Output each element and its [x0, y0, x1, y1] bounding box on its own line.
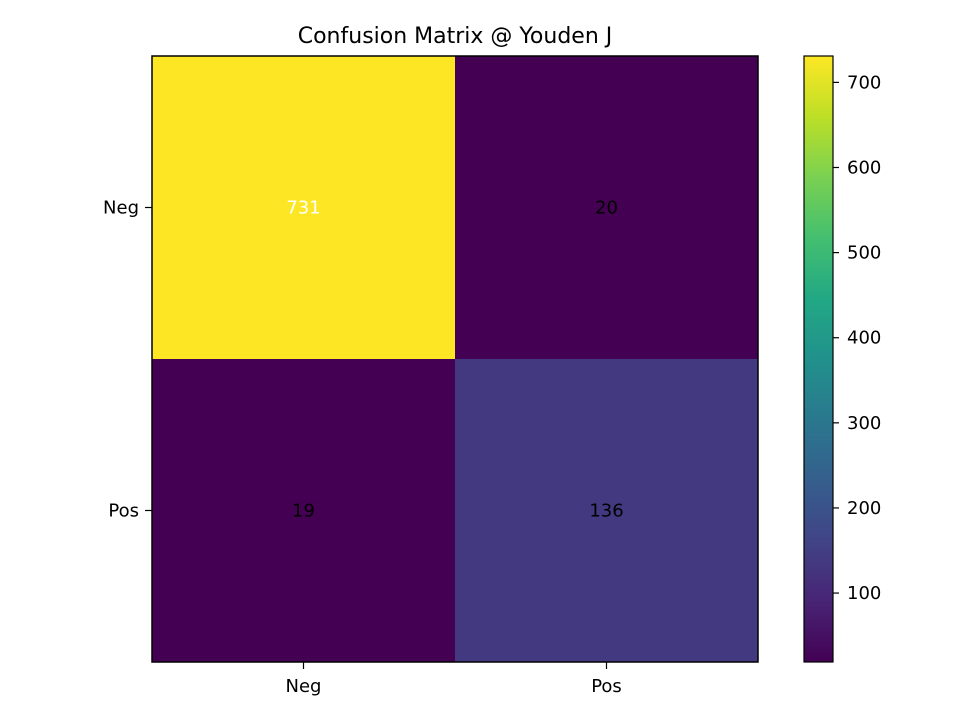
y-tick-label: Neg: [103, 198, 139, 219]
cell-value-label: 19: [292, 501, 315, 522]
colorbar-tick-label: 400: [847, 328, 881, 349]
heatmap-cell: [455, 359, 758, 662]
colorbar-tick-label: 300: [847, 413, 881, 434]
cell-value-label: 20: [595, 198, 618, 219]
cell-value-label: 136: [589, 501, 623, 522]
colorbar-tick-label: 500: [847, 243, 881, 264]
colorbar: 100 200 300 400 500 600 700: [803, 55, 881, 663]
heatmap-cell: [455, 56, 758, 359]
heatmap-cell: [152, 359, 455, 662]
colorbar-tick-label: 700: [847, 72, 881, 93]
y-tick-label: Pos: [108, 501, 139, 522]
y-axis: Neg Pos: [103, 198, 152, 522]
chart-title: Confusion Matrix @ Youden J: [298, 24, 613, 49]
colorbar-tick-label: 600: [847, 157, 881, 178]
cell-value-label: 731: [286, 198, 320, 219]
heatmap-cells: 731 20 19 136: [152, 56, 758, 662]
x-axis: Neg Pos: [286, 662, 622, 697]
x-tick-label: Neg: [286, 676, 322, 697]
heatmap-cell: [152, 56, 455, 359]
colorbar-tick-label: 100: [847, 583, 881, 604]
colorbar-tick-label: 200: [847, 498, 881, 519]
colorbar-ticks: 100 200 300 400 500 600 700: [833, 72, 881, 604]
colorbar-frame: [803, 55, 834, 663]
x-tick-label: Pos: [591, 676, 622, 697]
colorbar-gradient: [804, 56, 833, 662]
plot-frame: [151, 55, 759, 663]
